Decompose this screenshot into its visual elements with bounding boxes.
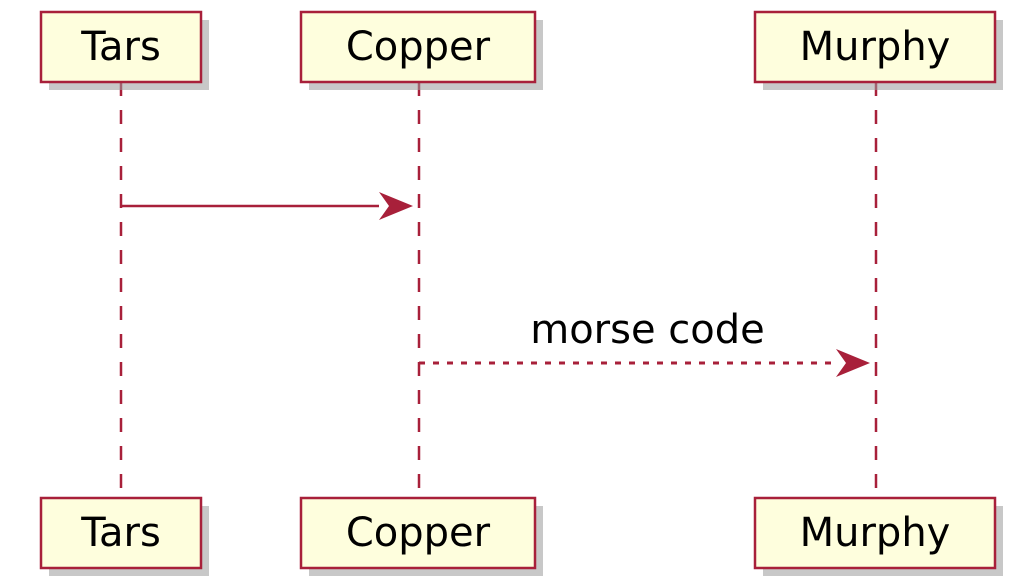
message-1-arrowhead — [836, 349, 870, 377]
participant-murphy-top-label: Murphy — [800, 24, 951, 70]
participant-tars-bottom-label: Tars — [80, 510, 161, 556]
participant-murphy-bottom-label: Murphy — [800, 510, 951, 556]
participant-copper-bottom-label: Copper — [346, 510, 491, 556]
sequence-diagram: morse code Tars Tars Copper Copper Murphy Murp… — [0, 0, 1024, 587]
message-0-arrowhead — [379, 192, 413, 220]
message-1-label: morse code — [530, 307, 765, 353]
participant-copper-top-label: Copper — [346, 24, 491, 70]
participant-tars-top-label: Tars — [80, 24, 161, 70]
